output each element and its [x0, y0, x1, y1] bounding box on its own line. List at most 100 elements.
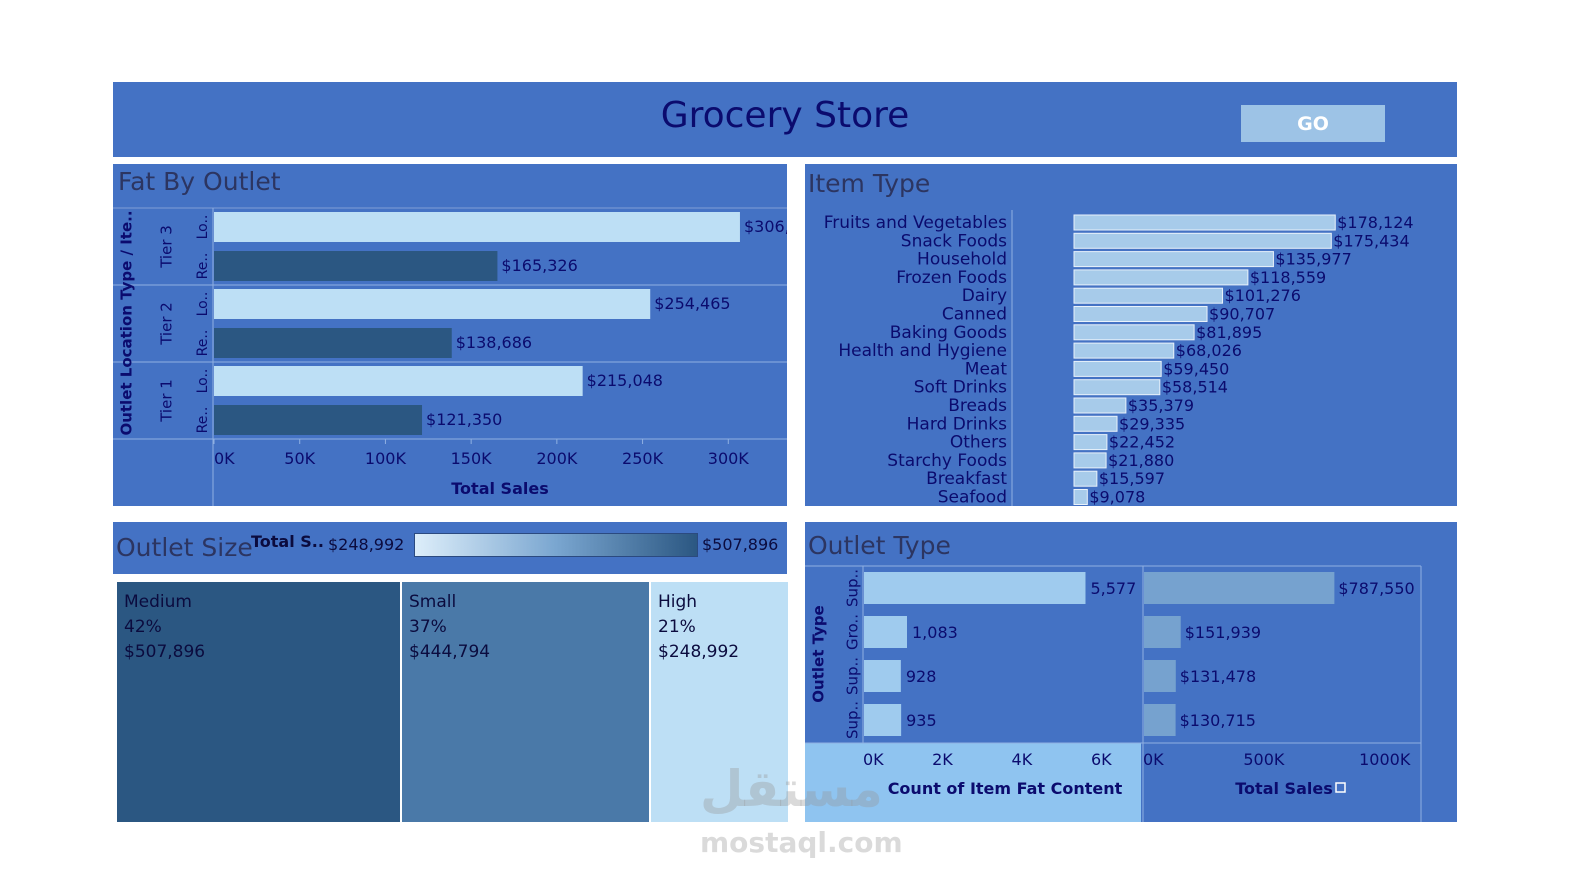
- category-label: Health and Hygiene: [838, 341, 1007, 361]
- count-bar: [864, 660, 901, 692]
- group-label: Tier 1: [158, 379, 176, 423]
- sales-label: $151,939: [1185, 623, 1261, 642]
- sales-tick-label: 500K: [1243, 750, 1285, 769]
- sales-label: $130,715: [1180, 711, 1256, 730]
- count-axis-area: [805, 743, 1141, 822]
- data-label: $68,026: [1176, 341, 1242, 360]
- data-label: $29,335: [1119, 414, 1185, 433]
- bar: [1073, 434, 1108, 451]
- sales-label: $787,550: [1338, 579, 1414, 598]
- bar: [1073, 489, 1088, 505]
- category-label: Sup..: [844, 569, 862, 607]
- category-label: Hard Drinks: [907, 414, 1008, 434]
- count-tick-label: 2K: [932, 750, 953, 769]
- category-label: Sup..: [844, 657, 862, 695]
- data-label: $22,452: [1109, 433, 1175, 452]
- sales-bar: [1144, 660, 1176, 692]
- treemap-tile-high[interactable]: High 21% $248,992: [651, 582, 788, 822]
- data-label: $165,326: [501, 256, 577, 275]
- category-label: Others: [950, 433, 1007, 453]
- watermark-arabic: مستقل: [700, 760, 883, 818]
- bar: [1073, 306, 1208, 322]
- category-label: Seafood: [938, 488, 1007, 507]
- sales-tick-label: 0K: [1143, 750, 1164, 769]
- bar: [214, 212, 740, 242]
- subgroup-label: Re..: [195, 253, 211, 280]
- bar: [214, 251, 498, 281]
- bar: [1073, 269, 1249, 286]
- bar: [1073, 415, 1118, 432]
- count-tick-label: 4K: [1012, 750, 1033, 769]
- header-bar: [113, 82, 1457, 157]
- count-tick-label: 6K: [1091, 750, 1112, 769]
- category-label: Breakfast: [926, 469, 1007, 489]
- data-label: $21,880: [1108, 451, 1174, 470]
- tile-pct: 21%: [658, 617, 696, 637]
- tile-pct: 37%: [409, 617, 447, 637]
- x-tick-label: 50K: [284, 449, 315, 468]
- category-label: Sup..: [844, 701, 862, 739]
- fat-by-outlet-title: Fat By Outlet: [118, 167, 281, 196]
- bar: [1073, 342, 1175, 359]
- data-label: $101,276: [1225, 286, 1301, 305]
- data-label: $35,379: [1128, 396, 1194, 415]
- tile-value: $507,896: [124, 642, 206, 662]
- x-tick-label: 0K: [214, 449, 235, 468]
- legend-min-label: $248,992: [328, 535, 405, 554]
- sort-icon: [1335, 782, 1346, 793]
- bar: [1073, 452, 1107, 469]
- tile-name: Medium: [124, 592, 192, 612]
- item-type-chart: Fruits and Vegetables $178,124 Snack Foods…: [824, 210, 1414, 507]
- count-axis-title: Count of Item Fat Content: [888, 779, 1123, 798]
- bar: [1073, 232, 1332, 249]
- sales-axis-title: Total Sales: [1235, 779, 1332, 798]
- category-label: Meat: [965, 359, 1008, 379]
- category-label: Frozen Foods: [896, 268, 1007, 288]
- data-label: $15,597: [1099, 469, 1165, 488]
- bar: [1073, 214, 1336, 231]
- treemap-tile-medium[interactable]: Medium 42% $507,896: [117, 582, 400, 822]
- count-tick-label: 0K: [863, 750, 884, 769]
- category-label: Gro..: [844, 614, 862, 650]
- data-label: $118,559: [1250, 268, 1326, 287]
- y-axis-title: Outlet Type: [810, 605, 828, 702]
- count-label: 928: [906, 667, 937, 686]
- data-label: $81,895: [1196, 323, 1262, 342]
- data-label: $138,686: [456, 333, 532, 352]
- count-label: 935: [906, 711, 937, 730]
- bar: [214, 366, 583, 396]
- data-label: $215,048: [587, 371, 663, 390]
- data-label: $58,514: [1162, 378, 1228, 397]
- x-tick-label: 300K: [708, 449, 750, 468]
- go-button[interactable]: GO: [1241, 105, 1385, 142]
- bar: [1073, 324, 1195, 341]
- group-label: Tier 2: [158, 302, 176, 346]
- treemap-tile-small[interactable]: Small 37% $444,794: [402, 582, 649, 822]
- bar: [1073, 287, 1224, 304]
- category-label: Fruits and Vegetables: [824, 213, 1007, 233]
- sales-tick-label: 1000K: [1359, 750, 1411, 769]
- data-label: $254,465: [654, 294, 730, 313]
- bar: [1073, 470, 1098, 487]
- data-label: $121,350: [426, 410, 502, 429]
- count-label: 5,577: [1090, 579, 1136, 598]
- sales-bar: [1144, 572, 1335, 604]
- count-bar: [864, 616, 908, 648]
- subgroup-label: Lo..: [195, 369, 211, 394]
- x-tick-label: 100K: [365, 449, 407, 468]
- category-label: Soft Drinks: [914, 378, 1007, 398]
- sales-bar: [1144, 616, 1181, 648]
- color-legend-gradient: [414, 533, 698, 557]
- data-label: $175,434: [1333, 231, 1409, 250]
- subgroup-label: Re..: [195, 407, 211, 434]
- tile-value: $444,794: [409, 642, 491, 662]
- bar: [214, 328, 452, 358]
- bar: [1073, 379, 1161, 396]
- count-bar: [864, 572, 1086, 604]
- fat-by-outlet-chart: Tier 3 Lo.. $306,807 Re.. $165,326 Tier 2 Lo..…: [113, 207, 787, 506]
- tile-name: Small: [409, 592, 457, 612]
- outlet-size-title: Outlet Size: [116, 533, 253, 562]
- category-label: Breads: [948, 396, 1007, 416]
- tile-pct: 42%: [124, 617, 162, 637]
- page-title: Grocery Store: [660, 95, 910, 136]
